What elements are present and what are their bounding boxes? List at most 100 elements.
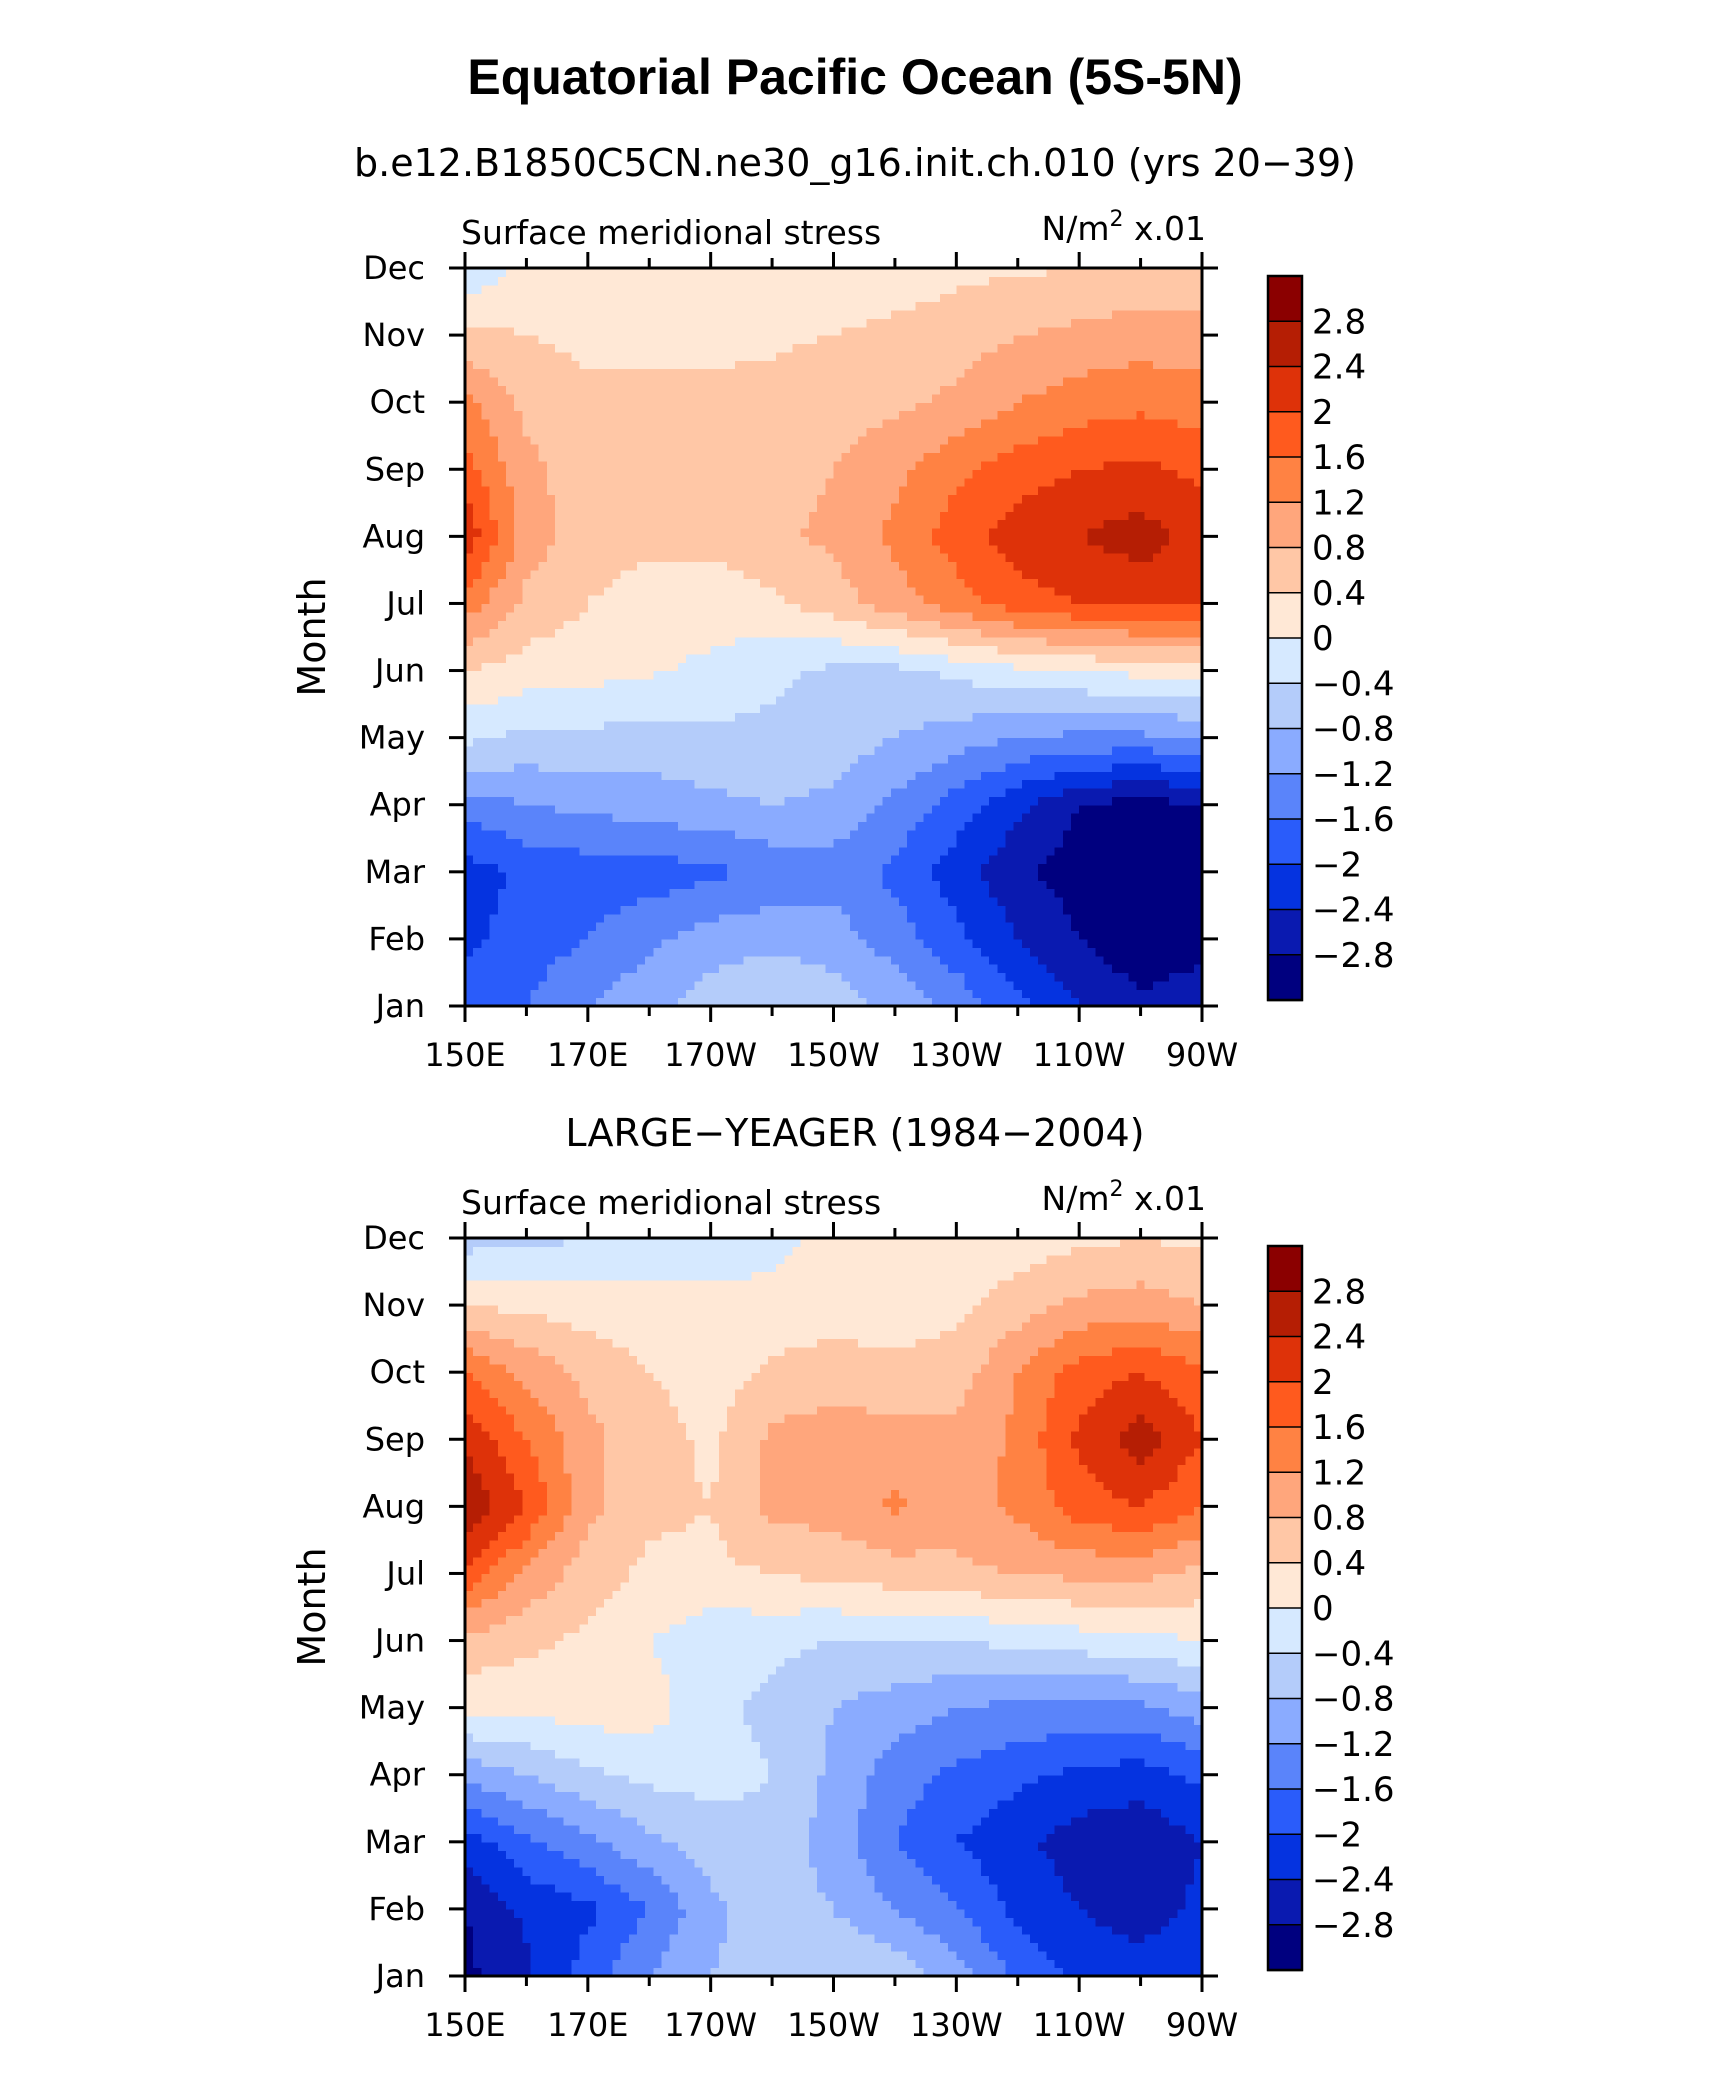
- contour-cell: [596, 687, 605, 697]
- contour-cell: [784, 704, 794, 714]
- contour-cell: [481, 972, 491, 982]
- contour-cell: [522, 913, 532, 923]
- contour-cell: [1161, 947, 1170, 957]
- contour-cell: [1120, 645, 1129, 655]
- contour-cell: [776, 922, 785, 932]
- contour-cell: [1054, 846, 1064, 856]
- contour-cell: [1062, 922, 1072, 932]
- contour-cell: [735, 762, 745, 772]
- contour-cell: [776, 670, 785, 680]
- contour-cell: [718, 670, 728, 680]
- contour-cell: [849, 628, 859, 638]
- contour-cell: [817, 863, 826, 873]
- contour-cell: [686, 712, 695, 722]
- contour-cell: [1144, 695, 1154, 705]
- contour-cell: [890, 930, 900, 940]
- contour-cell: [858, 955, 867, 965]
- contour-cell: [858, 880, 867, 890]
- contour-cell: [530, 678, 540, 688]
- contour-cell: [915, 804, 925, 814]
- contour-cell: [858, 989, 867, 999]
- contour-cell: [1177, 611, 1187, 621]
- contour-cell: [841, 888, 851, 898]
- contour-cell: [546, 989, 556, 999]
- contour-cell: [1046, 653, 1056, 663]
- contour-cell: [1079, 855, 1088, 865]
- contour-cell: [1005, 678, 1015, 688]
- contour-cell: [702, 645, 712, 655]
- contour-cell: [841, 737, 851, 747]
- contour-cell: [776, 695, 785, 705]
- contour-cell: [784, 989, 794, 999]
- contour-cell: [587, 620, 597, 630]
- contour-cell: [1152, 896, 1162, 906]
- contour-cell: [677, 896, 687, 906]
- contour-cell: [956, 628, 966, 638]
- contour-cell: [972, 855, 982, 865]
- contour-cell: [964, 746, 974, 756]
- contour-cell: [956, 586, 966, 596]
- contour-cell: [1005, 729, 1015, 739]
- contour-cell: [1021, 645, 1031, 655]
- contour-cell: [1103, 955, 1113, 965]
- contour-cell: [1095, 938, 1105, 948]
- contour-cell: [653, 586, 663, 596]
- contour-cell: [858, 813, 867, 823]
- contour-cell: [1030, 754, 1039, 764]
- contour-cell: [587, 553, 597, 563]
- contour-cell: [907, 888, 916, 898]
- contour-cell: [465, 553, 474, 563]
- contour-cell: [1013, 569, 1023, 579]
- contour-cell: [661, 838, 671, 848]
- contour-cell: [645, 561, 654, 571]
- contour-cell: [538, 972, 548, 982]
- contour-cell: [1144, 704, 1154, 714]
- contour-cell: [1103, 947, 1113, 957]
- contour-cell: [555, 896, 564, 906]
- contour-cell: [694, 787, 704, 797]
- contour-cell: [612, 578, 622, 588]
- contour-cell: [792, 762, 802, 772]
- contour-cell: [465, 796, 474, 806]
- contour-cell: [555, 670, 564, 680]
- contour-cell: [915, 821, 925, 831]
- contour-cell: [882, 620, 892, 630]
- contour-cell: [923, 544, 933, 554]
- contour-cell: [555, 888, 564, 898]
- contour-cell: [1095, 922, 1105, 932]
- contour-cell: [1111, 913, 1121, 923]
- contour-cell: [1185, 863, 1195, 873]
- contour-cell: [669, 578, 679, 588]
- contour-cell: [661, 821, 671, 831]
- contour-cell: [628, 737, 638, 747]
- contour-cell: [1095, 754, 1105, 764]
- contour-cell: [587, 913, 597, 923]
- contour-cell: [989, 796, 998, 806]
- contour-cell: [710, 813, 720, 823]
- contour-cell: [899, 779, 908, 789]
- contour-cell: [694, 863, 704, 873]
- contour-cell: [1144, 779, 1154, 789]
- contour-cell: [465, 896, 474, 906]
- contour-cell: [718, 678, 728, 688]
- contour-cell: [1169, 997, 1179, 1007]
- contour-cell: [489, 829, 499, 839]
- contour-cell: [1005, 930, 1015, 940]
- contour-cell: [686, 813, 695, 823]
- contour-cell: [653, 754, 663, 764]
- contour-cell: [514, 645, 523, 655]
- contour-cell: [481, 603, 491, 613]
- contour-cell: [727, 662, 736, 672]
- contour-cell: [743, 855, 753, 865]
- contour-cell: [743, 947, 753, 957]
- contour-cell: [702, 947, 712, 957]
- contour-cell: [686, 670, 695, 680]
- contour-cell: [686, 578, 695, 588]
- contour-cell: [579, 611, 589, 621]
- contour-cell: [1054, 544, 1064, 554]
- contour-cell: [727, 771, 736, 781]
- contour-cell: [1103, 720, 1113, 730]
- contour-cell: [858, 771, 867, 781]
- contour-cell: [907, 821, 916, 831]
- contour-cell: [645, 829, 654, 839]
